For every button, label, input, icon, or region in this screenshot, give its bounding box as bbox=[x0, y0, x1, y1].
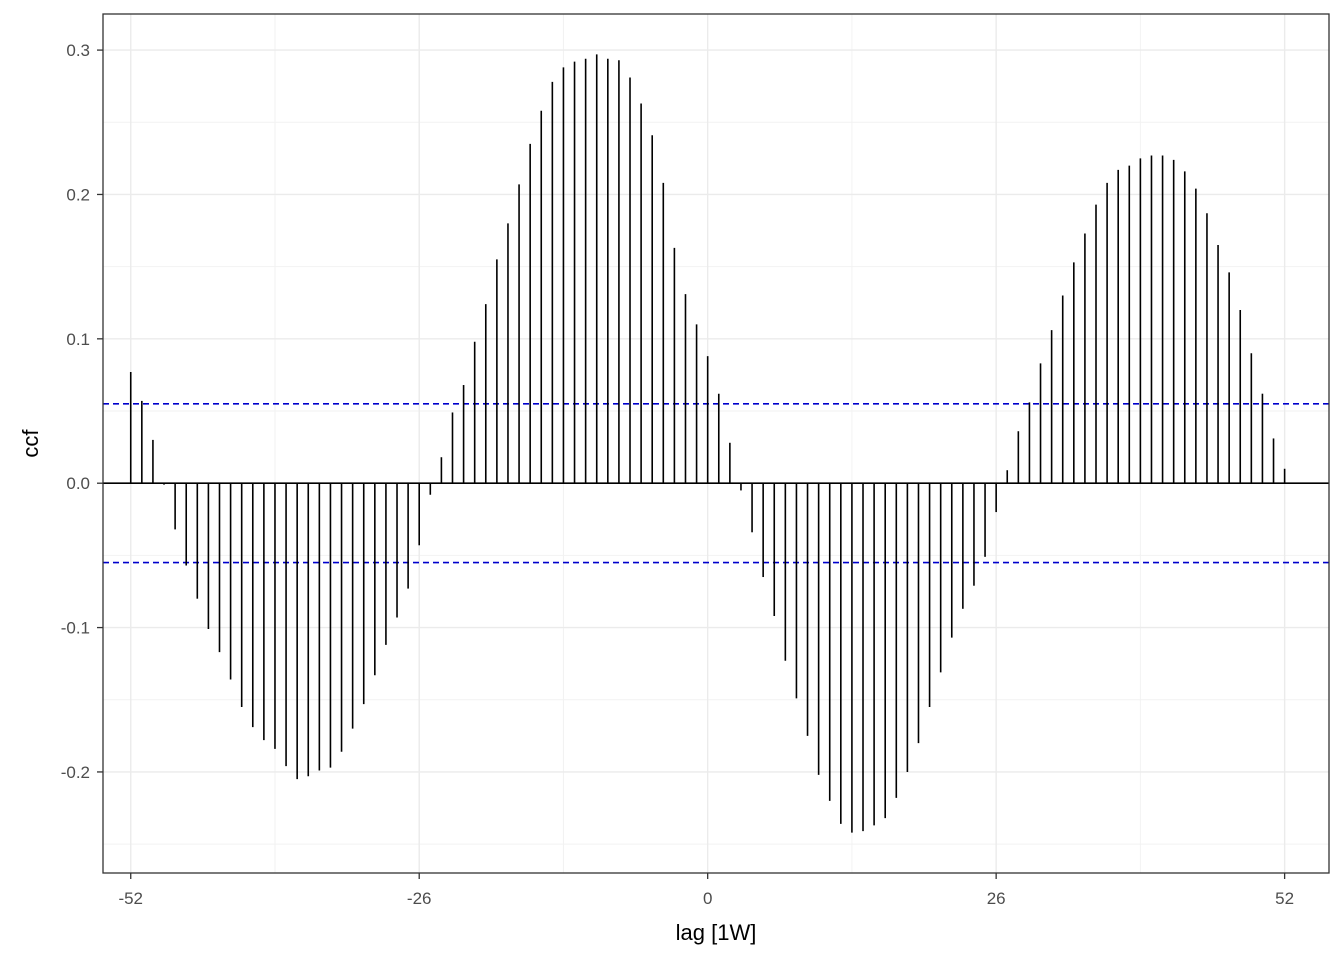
x-tick-label: 0 bbox=[703, 889, 712, 908]
x-tick-label: 52 bbox=[1275, 889, 1294, 908]
y-tick-label: 0.1 bbox=[66, 330, 90, 349]
confidence-bounds bbox=[103, 402, 1329, 564]
y-axis-title: ccf bbox=[18, 429, 43, 458]
y-tick-label: 0.3 bbox=[66, 41, 90, 60]
y-tick-label: -0.1 bbox=[61, 619, 90, 638]
ccf-bars bbox=[129, 54, 1286, 833]
y-axis: -0.2 -0.1 0.0 0.1 0.2 0.3 bbox=[61, 41, 103, 782]
y-tick-label: -0.2 bbox=[61, 763, 90, 782]
y-tick-label: 0.0 bbox=[66, 474, 90, 493]
x-axis: -52 -26 0 26 52 bbox=[118, 873, 1294, 908]
x-axis-title: lag [1W] bbox=[676, 920, 757, 945]
y-tick-label: 0.2 bbox=[66, 185, 90, 204]
x-tick-label: 26 bbox=[987, 889, 1006, 908]
panel-border bbox=[102, 13, 1330, 874]
x-tick-label: -26 bbox=[407, 889, 432, 908]
x-tick-label: -52 bbox=[118, 889, 143, 908]
